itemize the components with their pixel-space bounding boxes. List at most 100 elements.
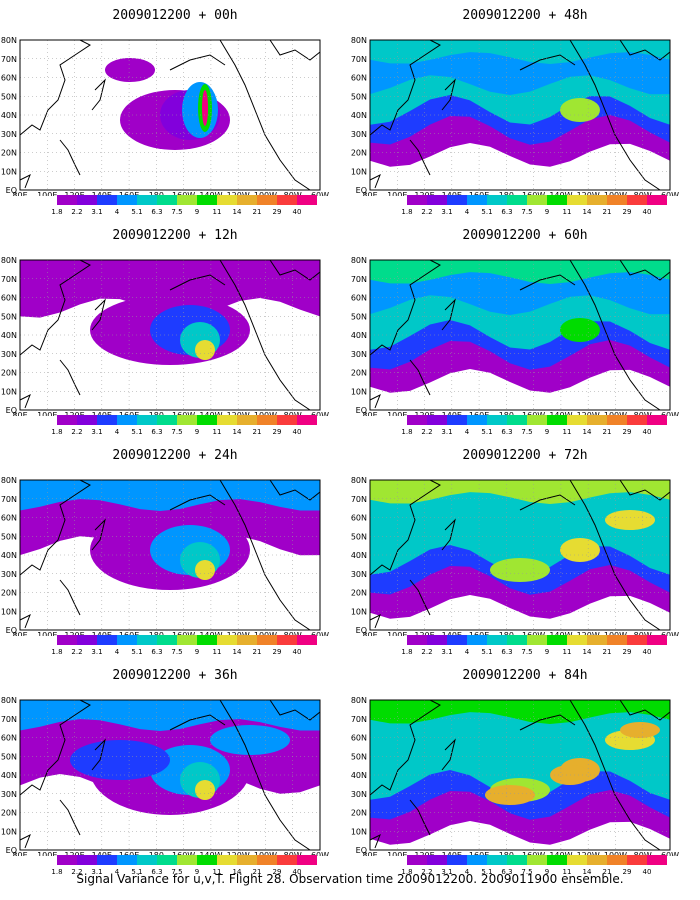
colorbar-labels: 1.8 2.2 3.1 4 5.1 6.3 7.5 9 11 14 21 29 40 bbox=[401, 428, 667, 438]
lat-tick-label: 20N bbox=[351, 149, 367, 158]
variance-core bbox=[620, 722, 660, 738]
colorbar-label: 5.1 bbox=[481, 208, 493, 216]
lon-tick-label: 160W bbox=[172, 631, 195, 636]
lon-tick-label: 80E bbox=[12, 411, 27, 416]
lon-tick-label: 120E bbox=[414, 851, 434, 856]
lon-tick-label: 140W bbox=[549, 631, 572, 636]
lat-tick-label: 30N bbox=[1, 790, 17, 799]
lon-tick-label: 140W bbox=[199, 411, 222, 416]
colorbar-swatch bbox=[587, 195, 607, 205]
coastline-asia bbox=[19, 479, 91, 576]
lon-tick-label: 180 bbox=[499, 411, 514, 416]
lat-tick-label: 50N bbox=[351, 92, 367, 101]
colorbar bbox=[407, 855, 667, 865]
lat-tick-label: 50N bbox=[351, 312, 367, 321]
lat-tick-label: 80N bbox=[1, 476, 17, 485]
lon-tick-label: 80E bbox=[12, 631, 27, 636]
colorbar-labels: 1.8 2.2 3.1 4 5.1 6.3 7.5 9 11 14 21 29 40 bbox=[51, 648, 317, 658]
colorbar-swatch bbox=[217, 195, 237, 205]
colorbar-label: 9 bbox=[194, 868, 200, 876]
colorbar-label: 11 bbox=[212, 208, 222, 216]
colorbar-swatch bbox=[237, 855, 257, 865]
colorbar-swatch bbox=[647, 415, 667, 425]
colorbar-label: 1.8 bbox=[401, 648, 413, 656]
colorbar-label: 4 bbox=[114, 208, 120, 216]
colorbar-swatch bbox=[157, 635, 177, 645]
colorbar-labels: 1.8 2.2 3.1 4 5.1 6.3 7.5 9 11 14 21 29 40 bbox=[51, 428, 317, 438]
colorbar-swatch bbox=[237, 195, 257, 205]
colorbar-labels: 1.8 2.2 3.1 4 5.1 6.3 7.5 9 11 14 21 29 40 bbox=[51, 208, 317, 218]
panel-title: 2009012200 + 12h bbox=[112, 228, 238, 243]
grid-lines bbox=[20, 480, 320, 630]
panel-title: 2009012200 + 00h bbox=[112, 8, 238, 23]
lon-tick-label: 120W bbox=[577, 191, 600, 196]
colorbar-label: 3.1 bbox=[441, 868, 453, 876]
lon-tick-label: 60W bbox=[661, 411, 679, 416]
lon-tick-label: 140W bbox=[199, 851, 222, 856]
coastline-alaska bbox=[169, 714, 226, 731]
lon-tick-label: 80E bbox=[12, 191, 27, 196]
lat-tick-label: 70N bbox=[351, 715, 367, 724]
colorbar-swatch bbox=[527, 415, 547, 425]
colorbar-swatch bbox=[197, 635, 217, 645]
colorbar-label: 6.3 bbox=[151, 428, 163, 436]
variance-core bbox=[560, 318, 600, 342]
colorbar-label: 14 bbox=[582, 428, 592, 436]
lat-tick-label: 10N bbox=[1, 387, 17, 396]
coastline-japan bbox=[91, 78, 106, 111]
map-frame bbox=[369, 479, 671, 631]
map-frame bbox=[19, 479, 321, 631]
colorbar-swatch bbox=[137, 415, 157, 425]
colorbar-swatch bbox=[607, 195, 627, 205]
grid-lines bbox=[370, 40, 670, 190]
lon-tick-label: 80W bbox=[284, 631, 302, 636]
colorbar-label: 29 bbox=[622, 868, 632, 876]
lat-tick-label: 20N bbox=[1, 369, 17, 378]
colorbar-labels: 1.8 2.2 3.1 4 5.1 6.3 7.5 9 11 14 21 29 40 bbox=[401, 868, 667, 878]
lat-tick-label: 80N bbox=[1, 36, 17, 45]
coastline-indonesia bbox=[19, 393, 31, 409]
colorbar-swatch bbox=[547, 635, 567, 645]
lat-tick-label: 50N bbox=[1, 312, 17, 321]
colorbar-swatch bbox=[217, 855, 237, 865]
colorbar-label: 5.1 bbox=[131, 648, 143, 656]
lat-tick-label: 30N bbox=[1, 130, 17, 139]
colorbar-swatch bbox=[647, 635, 667, 645]
panel-title: 2009012200 + 72h bbox=[462, 448, 588, 463]
colorbar-label: 4 bbox=[464, 208, 470, 216]
colorbar-label: 1.8 bbox=[51, 208, 63, 216]
variance-fill bbox=[20, 480, 320, 630]
lon-tick-label: 180 bbox=[499, 191, 514, 196]
colorbar-swatch bbox=[447, 195, 467, 205]
coastline-china bbox=[59, 359, 81, 396]
lon-tick-label: 140W bbox=[549, 411, 572, 416]
map-frame bbox=[369, 39, 671, 191]
colorbar-label: 7.5 bbox=[171, 648, 183, 656]
coastline-indonesia bbox=[19, 613, 31, 629]
colorbar-swatch bbox=[607, 635, 627, 645]
lon-tick-label: 80W bbox=[634, 851, 652, 856]
lon-tick-label: 100E bbox=[387, 631, 407, 636]
coastline-china bbox=[409, 139, 431, 176]
lon-tick-label: 180 bbox=[149, 191, 164, 196]
lat-tick-label: 80N bbox=[1, 696, 17, 705]
colorbar-swatch bbox=[177, 855, 197, 865]
panel-title: 2009012200 + 84h bbox=[462, 668, 588, 683]
colorbar-label: 29 bbox=[272, 208, 282, 216]
contour-map: EQ 10N 20N 30N 40N 50N 60N 70N 80N 80E 100E 120E 140… bbox=[1, 476, 329, 636]
coastline-indonesia bbox=[369, 173, 381, 189]
colorbar-label: 21 bbox=[252, 208, 262, 216]
colorbar-label: 4 bbox=[114, 868, 120, 876]
map-panel: 2009012200 + 00h EQ 10N 20N 30N 40N 50N 60N 70N 8… bbox=[0, 0, 350, 220]
lon-tick-label: 180 bbox=[499, 851, 514, 856]
coastline-asia bbox=[19, 699, 91, 796]
colorbar-swatch bbox=[427, 195, 447, 205]
variance-core bbox=[560, 538, 600, 562]
colorbar-swatch bbox=[297, 195, 317, 205]
lon-tick-label: 160E bbox=[119, 631, 139, 636]
colorbar-swatch bbox=[647, 195, 667, 205]
coastline-alaska bbox=[519, 274, 576, 291]
lat-tick-label: 80N bbox=[351, 696, 367, 705]
lon-tick-label: 80W bbox=[634, 191, 652, 196]
colorbar-swatch bbox=[567, 855, 587, 865]
